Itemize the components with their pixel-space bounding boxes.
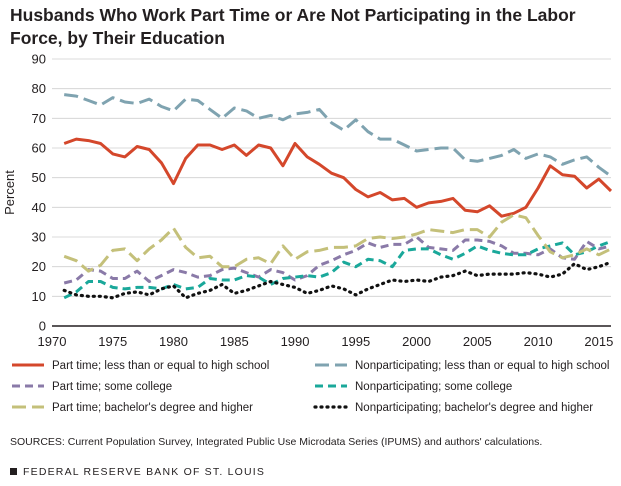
footer: FEDERAL RESERVE BANK OF ST. LOUIS — [10, 466, 265, 478]
x-tick-label: 2015 — [584, 334, 613, 349]
series-line-6 — [62, 260, 613, 300]
legend-label: Nonparticipating; less than or equal to … — [355, 360, 609, 372]
square-bullet-icon — [10, 467, 17, 475]
y-tick-label: 80 — [32, 81, 46, 96]
series-line-5 — [63, 213, 612, 273]
title-line-1: Husbands Who Work Part Time or Are Not P… — [10, 5, 576, 25]
x-tick-labels: 1970 1975 1980 1985 1990 1995 2000 2005 2010 2015 — [38, 334, 614, 349]
y-tick-label: 30 — [32, 230, 46, 245]
legend-label: Part time; less than or equal to high sc… — [52, 360, 269, 372]
x-tick-label: 1990 — [281, 334, 310, 349]
y-tick-label: 40 — [32, 200, 46, 215]
grid-lines — [52, 58, 611, 327]
x-tick-label: 1970 — [38, 334, 67, 349]
x-tick-label: 2000 — [402, 334, 431, 349]
y-tick-labels: 0 10 20 30 40 50 60 70 80 90 — [32, 52, 46, 334]
series-lines — [62, 93, 613, 300]
chart-title: Husbands Who Work Part Time or Are Not P… — [10, 4, 615, 50]
y-tick-label: 10 — [32, 289, 46, 304]
series-line-3 — [63, 235, 612, 285]
x-tick-label: 2010 — [524, 334, 553, 349]
y-tick-label: 0 — [39, 319, 46, 334]
y-tick-label: 50 — [32, 170, 46, 185]
x-tick-label: 2005 — [463, 334, 492, 349]
y-axis-label: Percent — [2, 170, 17, 215]
title-line-2: Force, by Their Education — [10, 28, 225, 48]
legend-label: Part time; some college — [52, 381, 172, 393]
y-tick-label: 20 — [32, 259, 46, 274]
legend-label: Nonparticipating; some college — [355, 381, 512, 393]
series-line-4 — [63, 239, 612, 300]
legend-label: Nonparticipating; bachelor's degree and … — [355, 402, 593, 414]
legend-label: Part time; bachelor's degree and higher — [52, 402, 253, 414]
x-tick-label: 1980 — [159, 334, 188, 349]
series-line-2 — [64, 93, 612, 178]
y-tick-label: 60 — [32, 141, 46, 156]
org-name: FEDERAL RESERVE BANK OF ST. LOUIS — [23, 466, 266, 478]
x-tick-label: 1975 — [98, 334, 127, 349]
series-line-1 — [63, 137, 613, 218]
y-tick-label: 90 — [32, 52, 46, 67]
legend: Part time; less than or equal to high sc… — [12, 360, 609, 414]
source-note: SOURCES: Current Population Survey, Inte… — [10, 436, 543, 448]
y-tick-label: 70 — [32, 111, 46, 126]
x-tick-label: 1985 — [220, 334, 249, 349]
x-tick-label: 1995 — [341, 334, 370, 349]
